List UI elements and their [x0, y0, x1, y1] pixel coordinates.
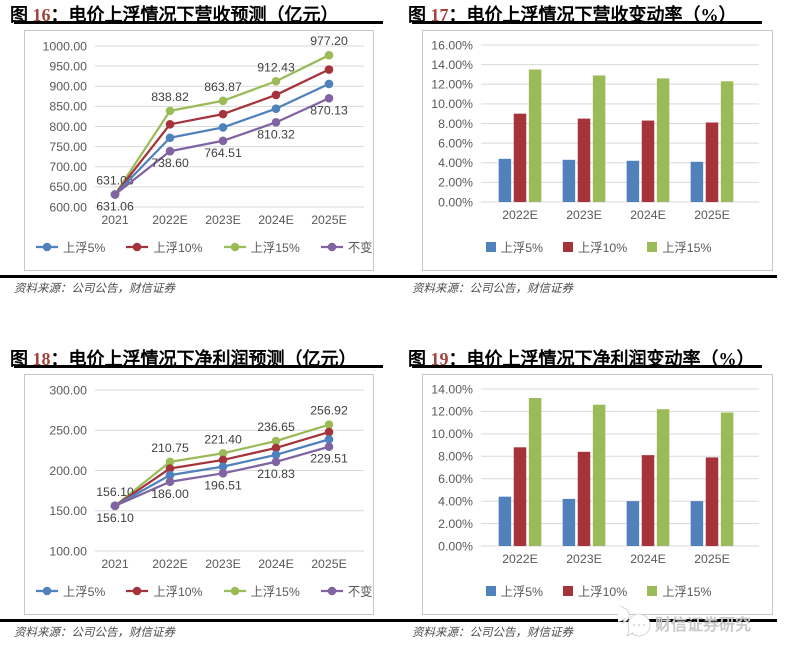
svg-text:12.00%: 12.00%	[431, 78, 473, 92]
svg-text:100.00: 100.00	[49, 544, 87, 558]
svg-text:10.00%: 10.00%	[431, 97, 473, 111]
svg-text:800.00: 800.00	[49, 120, 87, 134]
svg-text:236.65: 236.65	[257, 420, 295, 434]
svg-text:0.00%: 0.00%	[438, 539, 473, 553]
svg-text:750.00: 750.00	[49, 140, 87, 154]
svg-text:764.51: 764.51	[204, 146, 242, 160]
svg-text:0.00%: 0.00%	[438, 195, 473, 209]
svg-text:977.20: 977.20	[310, 34, 348, 48]
svg-text:8.00%: 8.00%	[438, 450, 473, 464]
svg-text:2022E: 2022E	[502, 208, 538, 222]
svg-text:950.00: 950.00	[49, 59, 87, 73]
svg-text:2025E: 2025E	[311, 213, 347, 227]
svg-text:6.00%: 6.00%	[438, 472, 473, 486]
svg-text:2.00%: 2.00%	[438, 517, 473, 531]
svg-text:2022E: 2022E	[502, 552, 538, 566]
svg-text:12.00%: 12.00%	[431, 405, 473, 419]
svg-text:2025E: 2025E	[694, 208, 730, 222]
svg-text:150.00: 150.00	[49, 504, 87, 518]
svg-text:250.00: 250.00	[49, 424, 87, 438]
svg-text:196.51: 196.51	[204, 478, 242, 492]
svg-text:210.83: 210.83	[257, 467, 295, 481]
svg-text:210.75: 210.75	[151, 441, 189, 455]
svg-text:16.00%: 16.00%	[431, 38, 473, 52]
svg-text:2024E: 2024E	[630, 208, 666, 222]
svg-text:2.00%: 2.00%	[438, 176, 473, 190]
svg-text:300.00: 300.00	[49, 383, 87, 397]
svg-text:2023E: 2023E	[566, 552, 602, 566]
svg-text:1000.00: 1000.00	[43, 39, 88, 53]
svg-text:2025E: 2025E	[694, 552, 730, 566]
svg-text:186.00: 186.00	[151, 487, 189, 501]
svg-text:229.51: 229.51	[310, 452, 348, 466]
svg-text:600.00: 600.00	[49, 200, 87, 214]
svg-text:8.00%: 8.00%	[438, 117, 473, 131]
svg-text:14.00%: 14.00%	[431, 58, 473, 72]
svg-text:2023E: 2023E	[205, 557, 241, 571]
svg-text:2025E: 2025E	[311, 557, 347, 571]
svg-text:256.92: 256.92	[310, 404, 348, 418]
svg-text:2022E: 2022E	[152, 213, 188, 227]
svg-text:2021: 2021	[101, 557, 129, 571]
svg-text:6.00%: 6.00%	[438, 136, 473, 150]
svg-text:221.40: 221.40	[204, 432, 242, 446]
svg-text:14.00%: 14.00%	[431, 382, 473, 396]
svg-text:738.60: 738.60	[151, 156, 189, 170]
svg-text:2021: 2021	[101, 213, 129, 227]
svg-text:2024E: 2024E	[258, 557, 294, 571]
svg-text:200.00: 200.00	[49, 464, 87, 478]
svg-text:650.00: 650.00	[49, 180, 87, 194]
svg-text:631.06: 631.06	[96, 200, 134, 214]
svg-text:4.00%: 4.00%	[438, 156, 473, 170]
svg-text:4.00%: 4.00%	[438, 494, 473, 508]
svg-text:2024E: 2024E	[630, 552, 666, 566]
svg-text:156.10: 156.10	[96, 511, 134, 525]
svg-text:863.87: 863.87	[204, 80, 242, 94]
svg-text:2024E: 2024E	[258, 213, 294, 227]
svg-text:850.00: 850.00	[49, 100, 87, 114]
svg-text:810.32: 810.32	[257, 127, 295, 141]
svg-text:838.82: 838.82	[151, 90, 189, 104]
svg-text:912.43: 912.43	[257, 60, 295, 74]
svg-text:900.00: 900.00	[49, 80, 87, 94]
svg-text:10.00%: 10.00%	[431, 427, 473, 441]
svg-text:700.00: 700.00	[49, 160, 87, 174]
svg-text:870.13: 870.13	[310, 103, 348, 117]
svg-text:2022E: 2022E	[152, 557, 188, 571]
svg-text:2023E: 2023E	[566, 208, 602, 222]
svg-text:2023E: 2023E	[205, 213, 241, 227]
